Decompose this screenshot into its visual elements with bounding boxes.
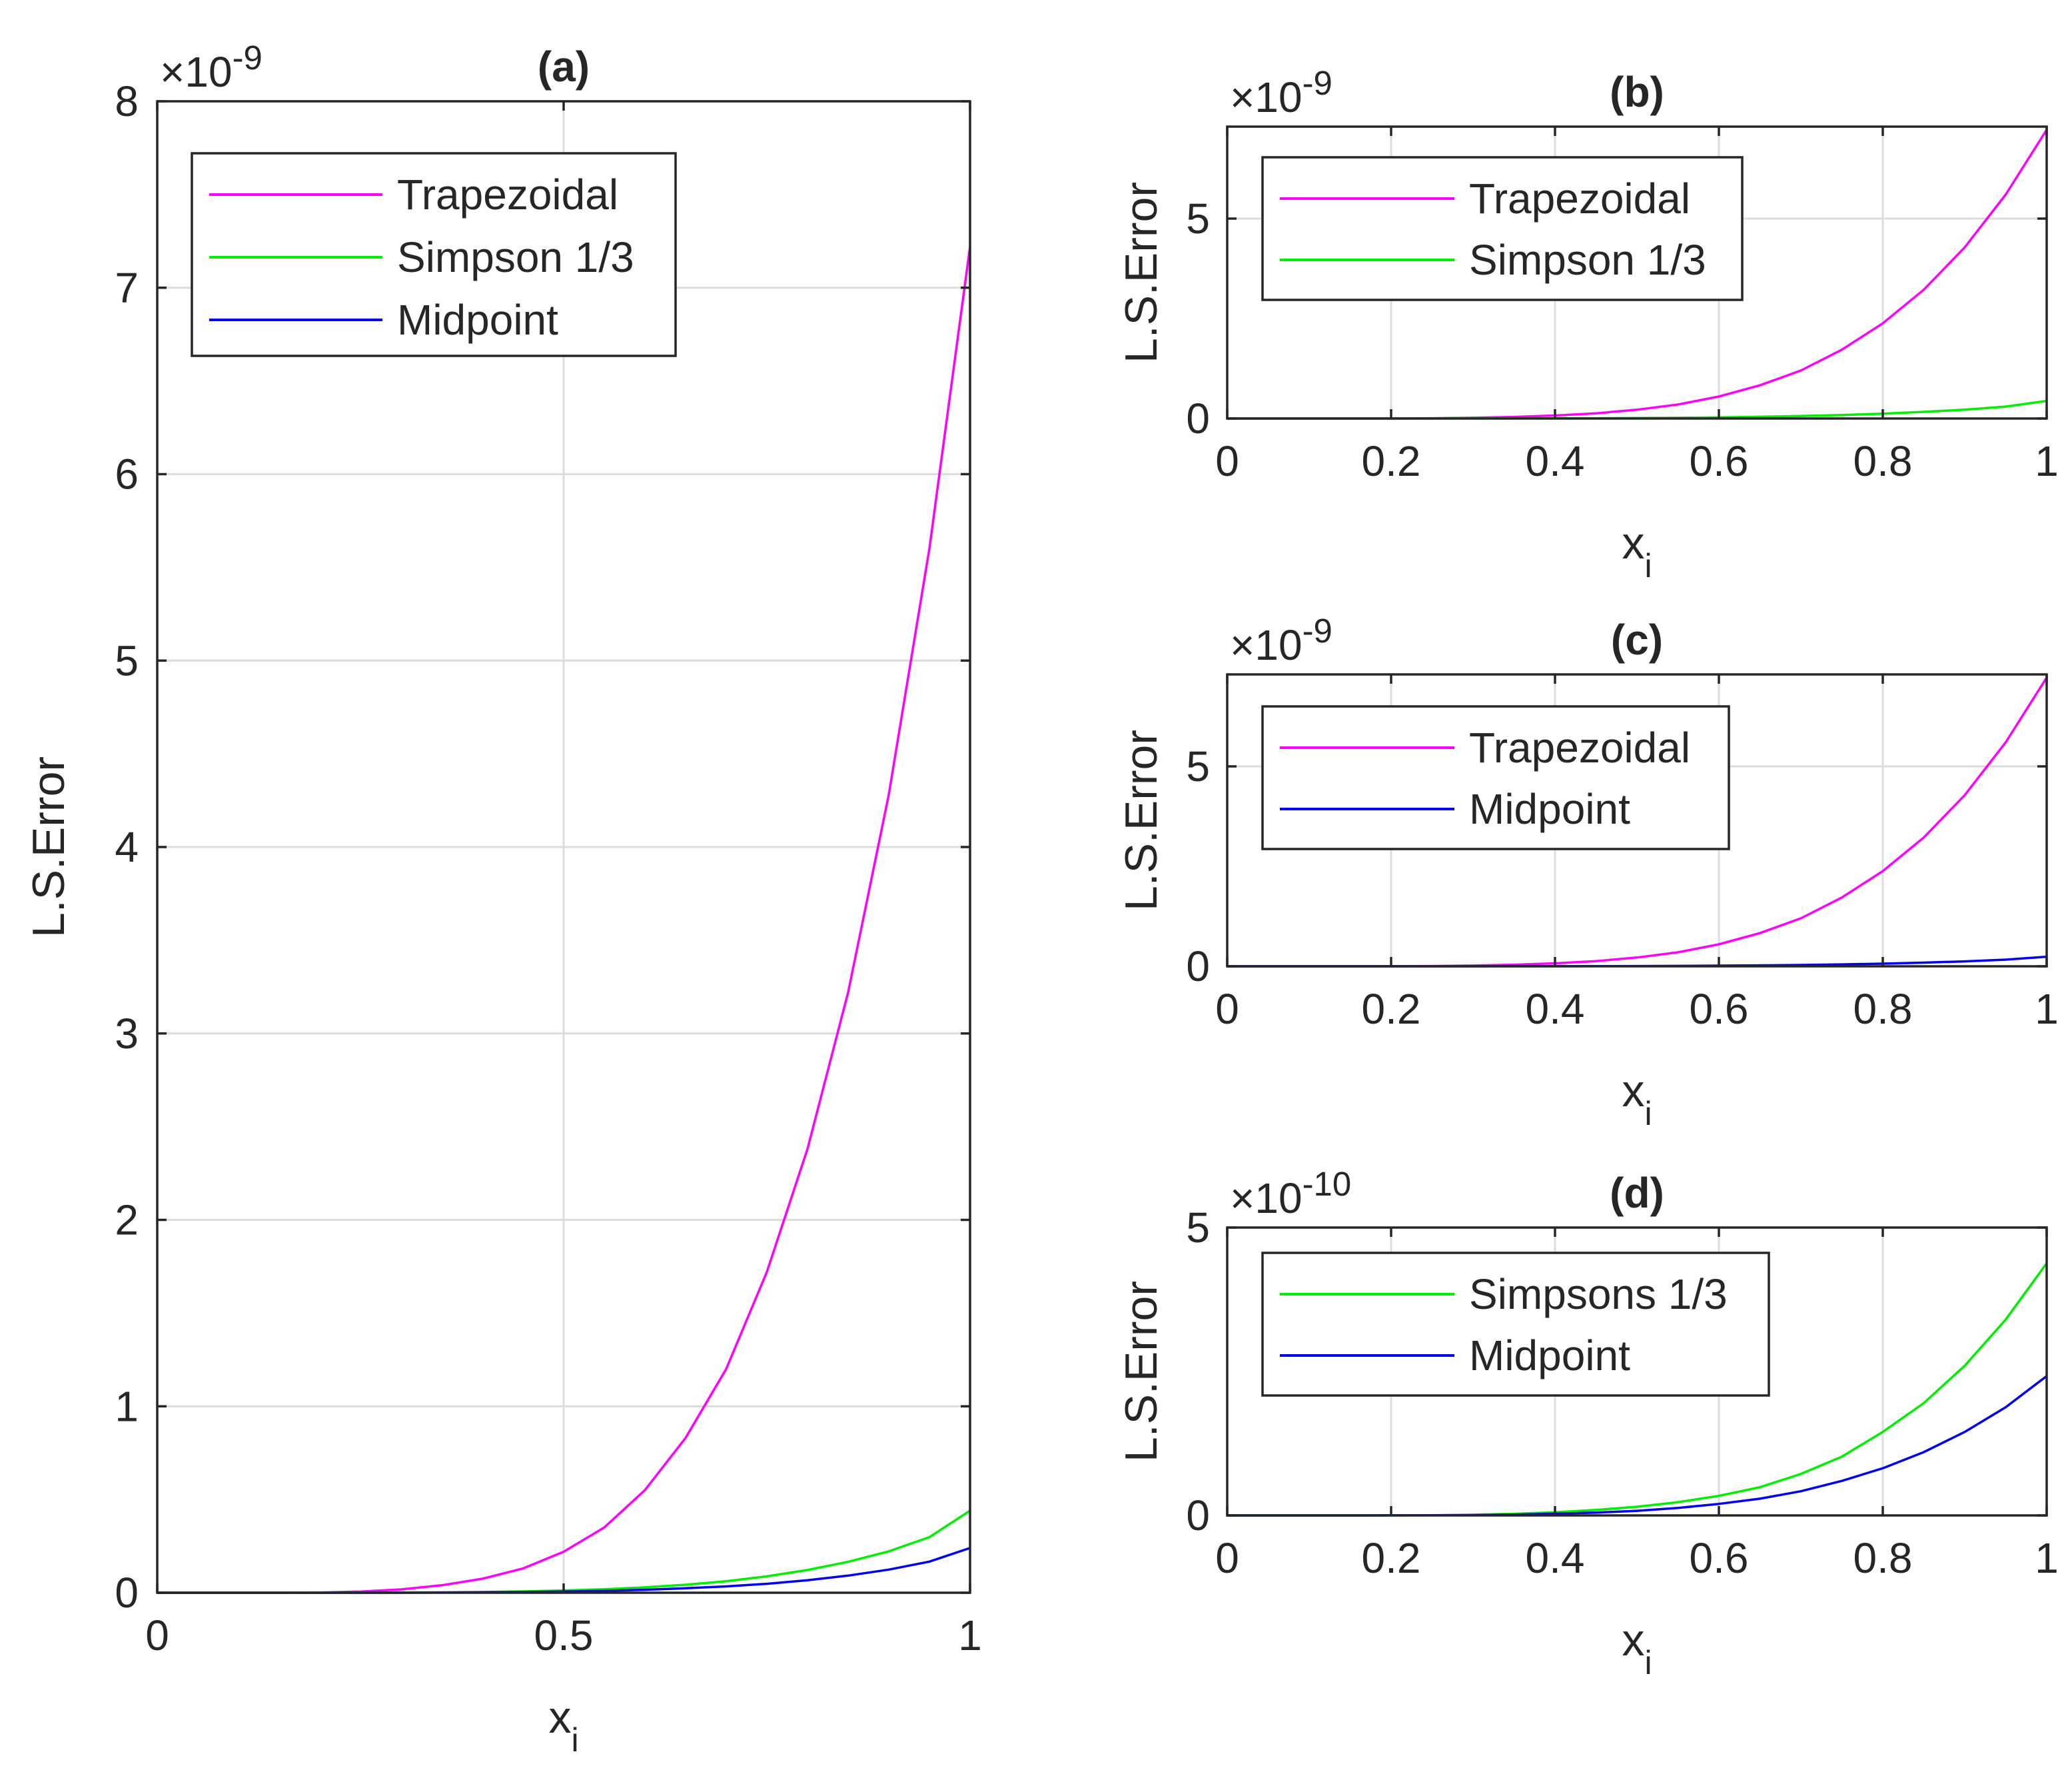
chart-d-legend-box xyxy=(1261,1252,1770,1397)
chart-b-exponent-label: ×10-9 xyxy=(1230,64,1332,121)
chart-c-xlabel: xi xyxy=(1622,1066,1652,1132)
chart-d-legend-label-1: Midpoint xyxy=(1469,1332,1630,1379)
chart-d-xtick-label-3: 0.6 xyxy=(1690,1534,1749,1582)
chart-c-xtick-label-2: 0.4 xyxy=(1526,985,1585,1033)
chart-b-xtick-label-5: 1 xyxy=(2035,437,2059,485)
chart-a-ytick-label-6: 6 xyxy=(115,450,139,498)
chart-d-xtick-label-1: 0.2 xyxy=(1362,1534,1421,1582)
chart-c-title: (c) xyxy=(1611,616,1663,664)
chart-d-ylabel: L.S.Error xyxy=(1116,1281,1167,1462)
chart-c-xlabel-subscript: i xyxy=(1644,1095,1652,1132)
chart-a: 0 0.5 1 0 1 2 3 4 5 6 7 8 ×10-9 (a) xi L.S.Error Trapezo… xyxy=(23,39,982,1759)
chart-b-ytick-label-0: 0 xyxy=(1186,395,1210,443)
chart-a-ytick-label-1: 1 xyxy=(115,1382,139,1430)
chart-a-xlabel: xi xyxy=(548,1692,578,1759)
chart-a-xtick-label-2: 1 xyxy=(958,1611,982,1659)
chart-a-exponent-label: ×10-9 xyxy=(160,39,262,96)
chart-b-legend-box xyxy=(1261,156,1744,301)
chart-d-title: (d) xyxy=(1610,1169,1664,1217)
chart-c-ylabel: L.S.Error xyxy=(1116,730,1167,911)
chart-a-ytick-label-4: 4 xyxy=(115,823,139,871)
chart-d-exponent-power: -10 xyxy=(1302,1165,1352,1203)
chart-a-xtick-label-1: 0.5 xyxy=(534,1611,594,1659)
chart-c-legend-label-1: Midpoint xyxy=(1469,785,1630,833)
chart-a-xtick-label-0: 0 xyxy=(145,1611,169,1659)
chart-a-xlabel-subscript: i xyxy=(571,1721,578,1759)
chart-c-legend-label-0: Trapezoidal xyxy=(1469,724,1690,772)
chart-b-legend-label-1: Simpson 1/3 xyxy=(1469,236,1706,284)
chart-a-legend-label-0: Trapezoidal xyxy=(397,171,618,219)
chart-a-xlabel-main: x xyxy=(548,1692,571,1743)
chart-a-legend: Trapezoidal Simpson 1/3 Midpoint xyxy=(191,152,677,357)
chart-b-title: (b) xyxy=(1610,68,1664,116)
chart-d-xtick-label-2: 0.4 xyxy=(1526,1534,1585,1582)
chart-c-exponent-power: -9 xyxy=(1302,612,1332,650)
chart-a-exponent-base: ×10 xyxy=(160,48,233,96)
chart-c-legend: Trapezoidal Midpoint xyxy=(1261,705,1730,850)
chart-b: 0 0.2 0.4 0.6 0.8 1 0 5 ×10-9 (b) xi L.S.Error Trape… xyxy=(1116,64,2059,584)
chart-c-ytick-label-1: 5 xyxy=(1186,742,1210,790)
chart-d-xtick-label-0: 0 xyxy=(1215,1534,1239,1582)
chart-b-ytick-label-1: 5 xyxy=(1186,195,1210,243)
chart-b-legend: Trapezoidal Simpson 1/3 xyxy=(1261,156,1744,301)
chart-d-xlabel: xi xyxy=(1622,1615,1652,1681)
chart-a-title: (a) xyxy=(538,43,590,91)
chart-c-exponent-label: ×10-9 xyxy=(1230,612,1332,669)
chart-b-exponent-base: ×10 xyxy=(1230,73,1302,121)
chart-a-ylabel: L.S.Error xyxy=(23,756,74,938)
chart-b-xtick-label-1: 0.2 xyxy=(1362,437,1421,485)
chart-d-exponent-base: ×10 xyxy=(1230,1174,1302,1222)
chart-a-ytick-label-2: 2 xyxy=(115,1196,139,1244)
chart-a-ytick-label-8: 8 xyxy=(115,77,139,125)
chart-a-ytick-label-0: 0 xyxy=(115,1569,139,1617)
chart-b-xtick-label-4: 0.8 xyxy=(1853,437,1913,485)
chart-b-xtick-label-0: 0 xyxy=(1215,437,1239,485)
chart-b-xtick-label-2: 0.4 xyxy=(1526,437,1585,485)
chart-c: 0 0.2 0.4 0.6 0.8 1 0 5 ×10-9 (c) xi L.S.Error Trape… xyxy=(1116,612,2059,1132)
chart-b-exponent-power: -9 xyxy=(1302,64,1332,102)
chart-a-ytick-label-7: 7 xyxy=(115,264,139,312)
chart-b-xtick-label-3: 0.6 xyxy=(1690,437,1749,485)
chart-c-xtick-label-5: 1 xyxy=(2035,985,2059,1033)
chart-b-axes-box xyxy=(1226,125,2048,420)
chart-c-legend-box xyxy=(1261,705,1730,850)
chart-b-ylabel: L.S.Error xyxy=(1116,182,1167,363)
chart-d-xlabel-subscript: i xyxy=(1644,1644,1652,1681)
chart-d-axes-box xyxy=(1226,1226,2048,1517)
chart-a-exponent-power: -9 xyxy=(233,39,262,77)
chart-b-xlabel: xi xyxy=(1622,518,1652,584)
chart-a-ytick-label-3: 3 xyxy=(115,1010,139,1058)
chart-a-legend-label-2: Midpoint xyxy=(397,296,558,344)
chart-c-xtick-label-1: 0.2 xyxy=(1362,985,1421,1033)
chart-d-ytick-label-0: 0 xyxy=(1186,1491,1210,1539)
chart-d-xlabel-main: x xyxy=(1622,1615,1644,1665)
chart-a-ytick-label-5: 5 xyxy=(115,636,139,684)
chart-c-exponent-base: ×10 xyxy=(1230,621,1302,669)
chart-b-xlabel-subscript: i xyxy=(1644,547,1652,584)
chart-b-xlabel-main: x xyxy=(1622,518,1644,568)
chart-d-xtick-label-4: 0.8 xyxy=(1853,1534,1913,1582)
chart-c-xlabel-main: x xyxy=(1622,1066,1644,1116)
chart-d-legend: Simpsons 1/3 Midpoint xyxy=(1261,1252,1770,1397)
chart-c-xtick-label-3: 0.6 xyxy=(1690,985,1749,1033)
chart-d-ytick-label-1: 5 xyxy=(1186,1204,1210,1252)
chart-a-legend-label-1: Simpson 1/3 xyxy=(397,233,634,281)
chart-d: 0 0.2 0.4 0.6 0.8 1 0 5 ×10-10 (d) xi L.S.Error Simp… xyxy=(1116,1165,2059,1681)
chart-c-axes-box xyxy=(1226,673,2048,968)
chart-d-legend-label-0: Simpsons 1/3 xyxy=(1469,1270,1728,1318)
chart-c-ytick-label-0: 0 xyxy=(1186,942,1210,990)
chart-d-xtick-label-5: 1 xyxy=(2035,1534,2059,1582)
chart-b-legend-label-0: Trapezoidal xyxy=(1469,175,1690,223)
chart-c-xtick-label-0: 0 xyxy=(1215,985,1239,1033)
chart-d-exponent-label: ×10-10 xyxy=(1230,1165,1351,1222)
chart-c-xtick-label-4: 0.8 xyxy=(1853,985,1913,1033)
chart-a-legend-box xyxy=(191,152,677,357)
